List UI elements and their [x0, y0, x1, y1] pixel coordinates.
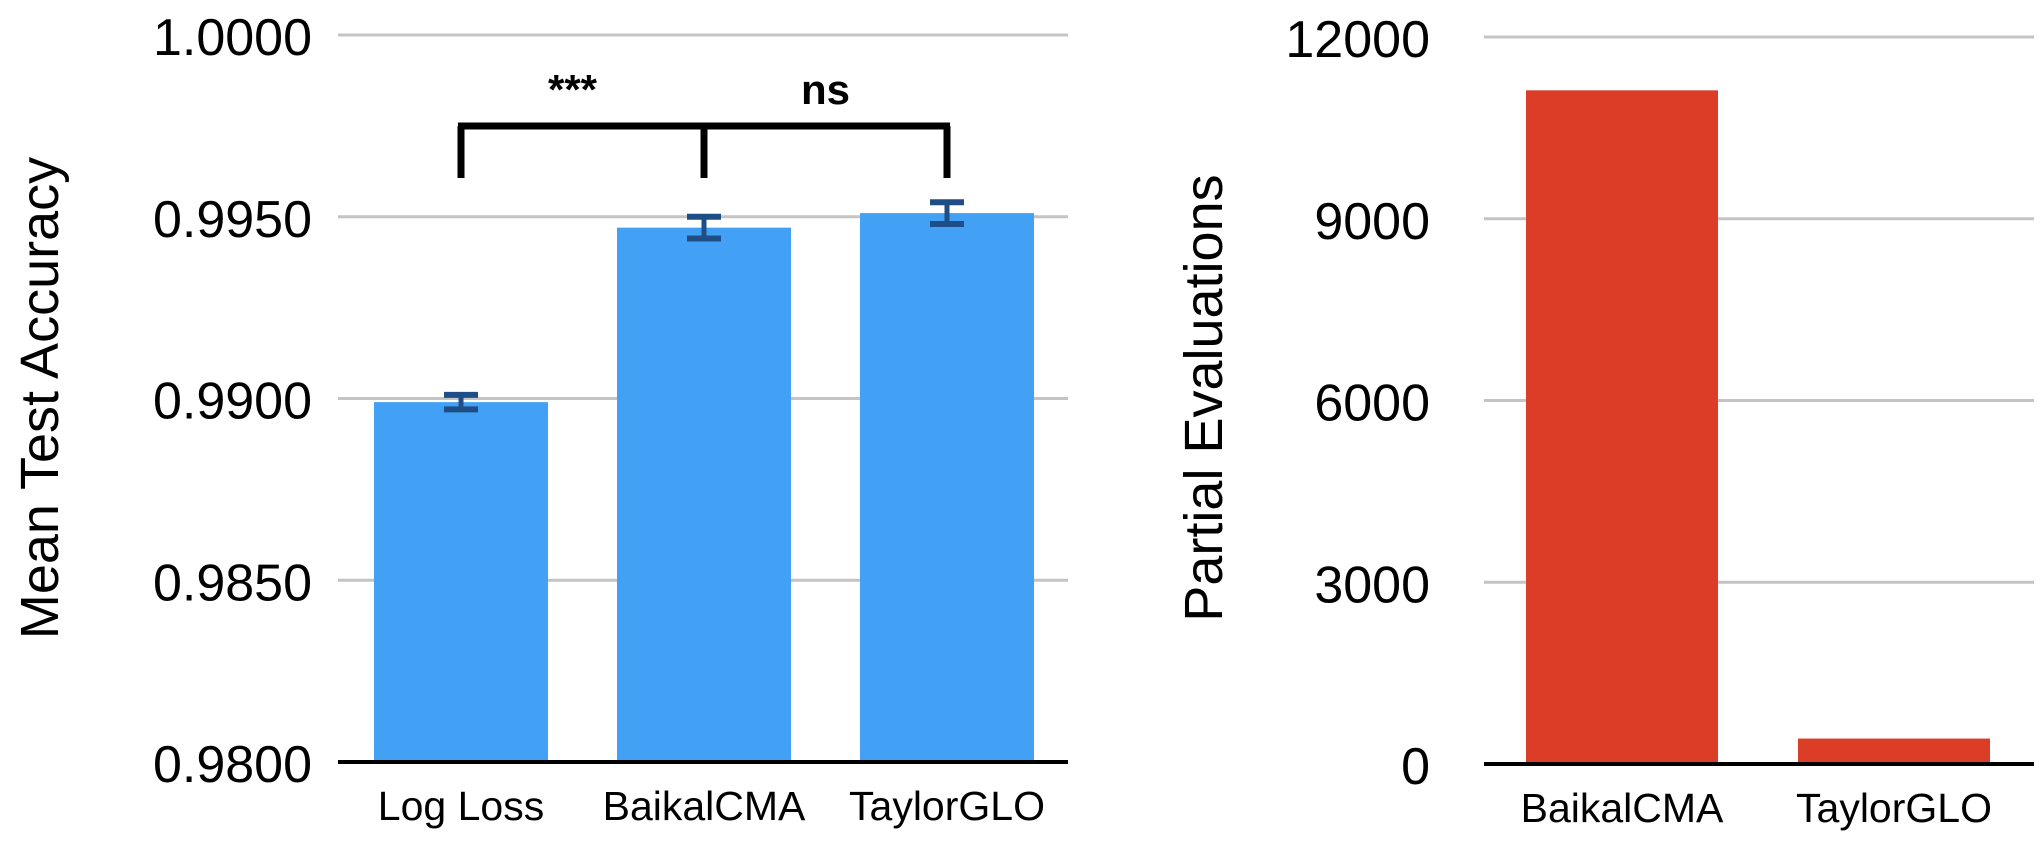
left-chart-accuracy: 0.9800 0.9850 0.9900 0.9950 1.0000 Log Loss Ba… [10, 9, 1068, 829]
bar-log-loss [374, 402, 548, 762]
bar-taylorglo [1798, 738, 1990, 764]
significance-label: *** [548, 66, 598, 113]
y-tick-label: 6000 [1314, 375, 1430, 433]
right-chart-evaluations: 0 3000 6000 9000 12000 BaikalCMA TaylorGLO Part… [1174, 11, 2034, 831]
y-axis-label: Mean Test Accuracy [10, 157, 70, 639]
y-tick-label: 0.9850 [153, 554, 312, 612]
bar-baikalcma [617, 227, 791, 762]
x-tick-label: TaylorGLO [1796, 785, 1992, 831]
bar-baikalcma [1526, 90, 1718, 764]
y-axis-label: Partial Evaluations [1174, 174, 1234, 621]
x-tick-label: Log Loss [378, 783, 544, 829]
y-tick-label: 9000 [1314, 193, 1430, 251]
y-tick-label: 0.9800 [153, 736, 312, 794]
significance-label: ns [801, 66, 850, 113]
bar-taylorglo [860, 213, 1034, 763]
y-tick-label: 0.9950 [153, 191, 312, 249]
y-tick-label: 3000 [1314, 556, 1430, 614]
y-tick-label: 0 [1401, 738, 1430, 796]
x-tick-label: BaikalCMA [1521, 785, 1724, 831]
y-tick-label: 1.0000 [153, 9, 312, 67]
y-tick-label: 12000 [1285, 11, 1430, 69]
y-tick-label: 0.9900 [153, 373, 312, 431]
x-tick-label: BaikalCMA [603, 783, 806, 829]
x-tick-label: TaylorGLO [849, 783, 1045, 829]
